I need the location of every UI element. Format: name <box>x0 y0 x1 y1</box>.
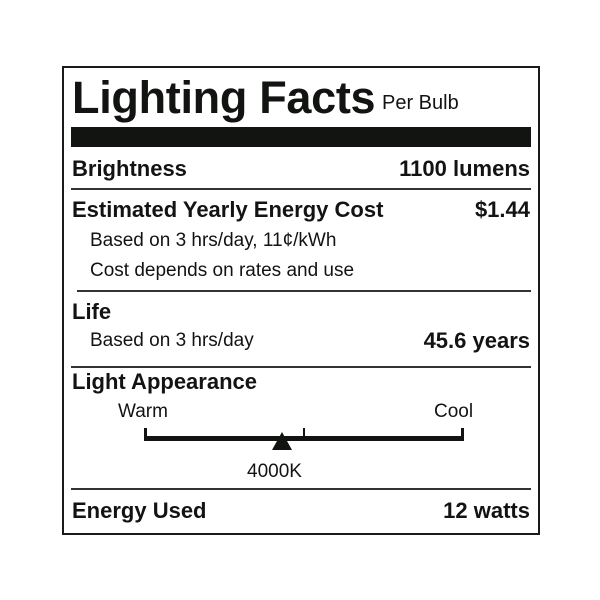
energy-used-label: Energy Used <box>72 498 207 523</box>
color-temperature-value: 4000K <box>247 461 302 482</box>
divider <box>71 488 531 490</box>
brightness-value: 1100 lumens <box>399 156 530 181</box>
brightness-label: Brightness <box>72 156 187 181</box>
lighting-facts-label: Lighting Facts Per Bulb Brightness 1100 … <box>62 66 540 535</box>
divider <box>77 290 531 292</box>
light-appearance-label: Light Appearance <box>72 369 257 394</box>
energy-cost-value: $1.44 <box>474 197 530 222</box>
life-note: Based on 3 hrs/day <box>90 330 254 351</box>
label-title: Lighting Facts <box>72 72 376 123</box>
life-label: Life <box>72 299 112 324</box>
energy-used-value: 12 watts <box>443 498 530 523</box>
cool-label: Cool <box>434 401 474 422</box>
divider <box>71 366 531 368</box>
energy-cost-note: Cost depends on rates and use <box>90 260 355 281</box>
color-temperature-scale <box>144 428 464 450</box>
scale-mid-tick <box>303 428 305 438</box>
warm-label: Warm <box>118 401 168 422</box>
scale-bar <box>144 436 464 441</box>
title-bar-divider <box>71 127 531 147</box>
color-temperature-marker-icon <box>271 432 292 450</box>
label-subtitle: Per Bulb <box>382 92 459 114</box>
energy-cost-label: Estimated Yearly Energy Cost <box>72 197 384 222</box>
scale-end-tick <box>144 428 147 441</box>
energy-cost-note: Based on 3 hrs/day, 11¢/kWh <box>90 230 337 251</box>
scale-end-tick <box>461 428 464 441</box>
life-value: 45.6 years <box>423 328 530 353</box>
divider <box>71 188 531 190</box>
